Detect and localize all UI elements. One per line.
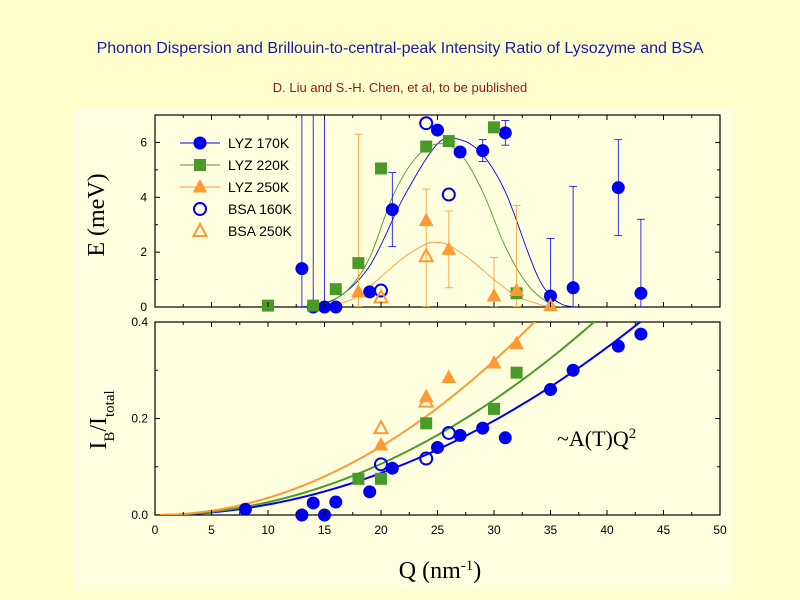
data-point: [611, 339, 625, 353]
data-point: [351, 283, 366, 298]
data-point: [373, 436, 389, 451]
data-point: [372, 419, 390, 435]
legend-label: BSA 250K: [228, 223, 292, 239]
x-tick-label: 45: [657, 523, 671, 537]
data-point: [510, 366, 523, 379]
y-axis-title-top: E (meV): [84, 173, 110, 256]
data-point: [420, 417, 433, 430]
fit-annotation: ~A(T)Q2: [557, 426, 636, 451]
data-point: [486, 287, 502, 302]
data-point: [374, 283, 388, 298]
data-point: [418, 247, 435, 263]
data-point: [476, 144, 490, 158]
data-point: [295, 508, 309, 522]
data-point: [634, 327, 648, 341]
y-tick-label: 0.2: [131, 412, 148, 426]
x-tick-label: 50: [713, 523, 727, 537]
data-point: [441, 369, 457, 383]
q2-fit-curve: [155, 322, 596, 515]
data-point: [634, 286, 648, 300]
x-tick-label: 25: [431, 523, 445, 537]
data-point: [329, 300, 343, 314]
data-point: [385, 203, 399, 217]
q2-fit-curve: [155, 322, 536, 515]
data-point: [375, 472, 387, 485]
data-point: [307, 299, 320, 312]
data-point: [611, 181, 625, 195]
x-tick-label: 15: [318, 523, 332, 537]
page-title: Phonon Dispersion and Brillouin-to-centr…: [96, 40, 704, 57]
data-point: [441, 241, 457, 255]
dispersion-fit-curve: [301, 143, 562, 307]
x-tick-label: 0: [152, 523, 159, 537]
data-point: [295, 262, 309, 276]
legend-marker: [191, 221, 209, 237]
data-point: [442, 135, 455, 148]
data-point: [420, 140, 433, 153]
data-point: [374, 457, 388, 472]
data-point: [486, 354, 502, 369]
data-point: [488, 121, 500, 134]
y-tick-label: 6: [140, 135, 147, 149]
data-point: [453, 145, 467, 159]
legend-label: LYZ 170K: [228, 135, 290, 151]
legend-marker: [192, 178, 208, 193]
x-axis-title: Q (nm-1): [399, 558, 482, 584]
x-tick-label: 5: [208, 523, 215, 537]
y-tick-label: 0.4: [131, 315, 148, 329]
dispersion-fit-curve: [301, 137, 574, 307]
bottom-plot-frame: [154, 321, 721, 516]
data-point: [498, 431, 512, 445]
legend-marker: [193, 136, 207, 150]
data-point: [375, 162, 387, 175]
page-subtitle: D. Liu and S.-H. Chen, et al, to be publ…: [272, 80, 528, 95]
data-point: [498, 126, 512, 140]
data-point: [476, 421, 490, 435]
legend-label: LYZ 250K: [228, 179, 290, 195]
data-point: [306, 496, 320, 510]
data-point: [419, 451, 434, 466]
data-point: [509, 335, 524, 350]
data-point: [352, 257, 365, 270]
y-tick-label: 0.0: [131, 508, 148, 522]
x-tick-label: 40: [600, 523, 614, 537]
data-point: [238, 502, 252, 516]
data-point: [419, 116, 434, 131]
data-point: [566, 363, 580, 377]
legend-label: LYZ 220K: [228, 157, 290, 173]
data-point: [488, 402, 500, 415]
x-tick-label: 30: [487, 523, 501, 537]
data-point: [352, 472, 365, 485]
x-tick-label: 35: [544, 523, 558, 537]
x-tick-label: 20: [374, 523, 388, 537]
data-point: [453, 428, 467, 442]
data-point: [363, 485, 377, 499]
data-point: [385, 461, 399, 475]
y-tick-label: 0: [140, 300, 147, 314]
data-point: [363, 285, 377, 299]
data-point: [509, 282, 524, 297]
data-point: [566, 281, 580, 295]
legend-label: BSA 160K: [228, 201, 292, 217]
x-tick-label: 10: [261, 523, 275, 537]
data-point: [441, 187, 456, 202]
data-point: [329, 495, 343, 509]
data-point: [418, 392, 435, 408]
y-axis-title-bottom: IB/Itotal: [86, 390, 118, 449]
data-point: [329, 283, 342, 296]
data-point: [544, 383, 557, 397]
y-tick-label: 4: [140, 190, 147, 204]
legend-marker: [194, 159, 206, 171]
data-point: [431, 123, 444, 137]
data-point: [418, 212, 434, 227]
data-point: [441, 425, 456, 440]
y-tick-label: 2: [140, 245, 147, 259]
data-point: [431, 440, 444, 454]
legend-marker: [193, 202, 207, 216]
